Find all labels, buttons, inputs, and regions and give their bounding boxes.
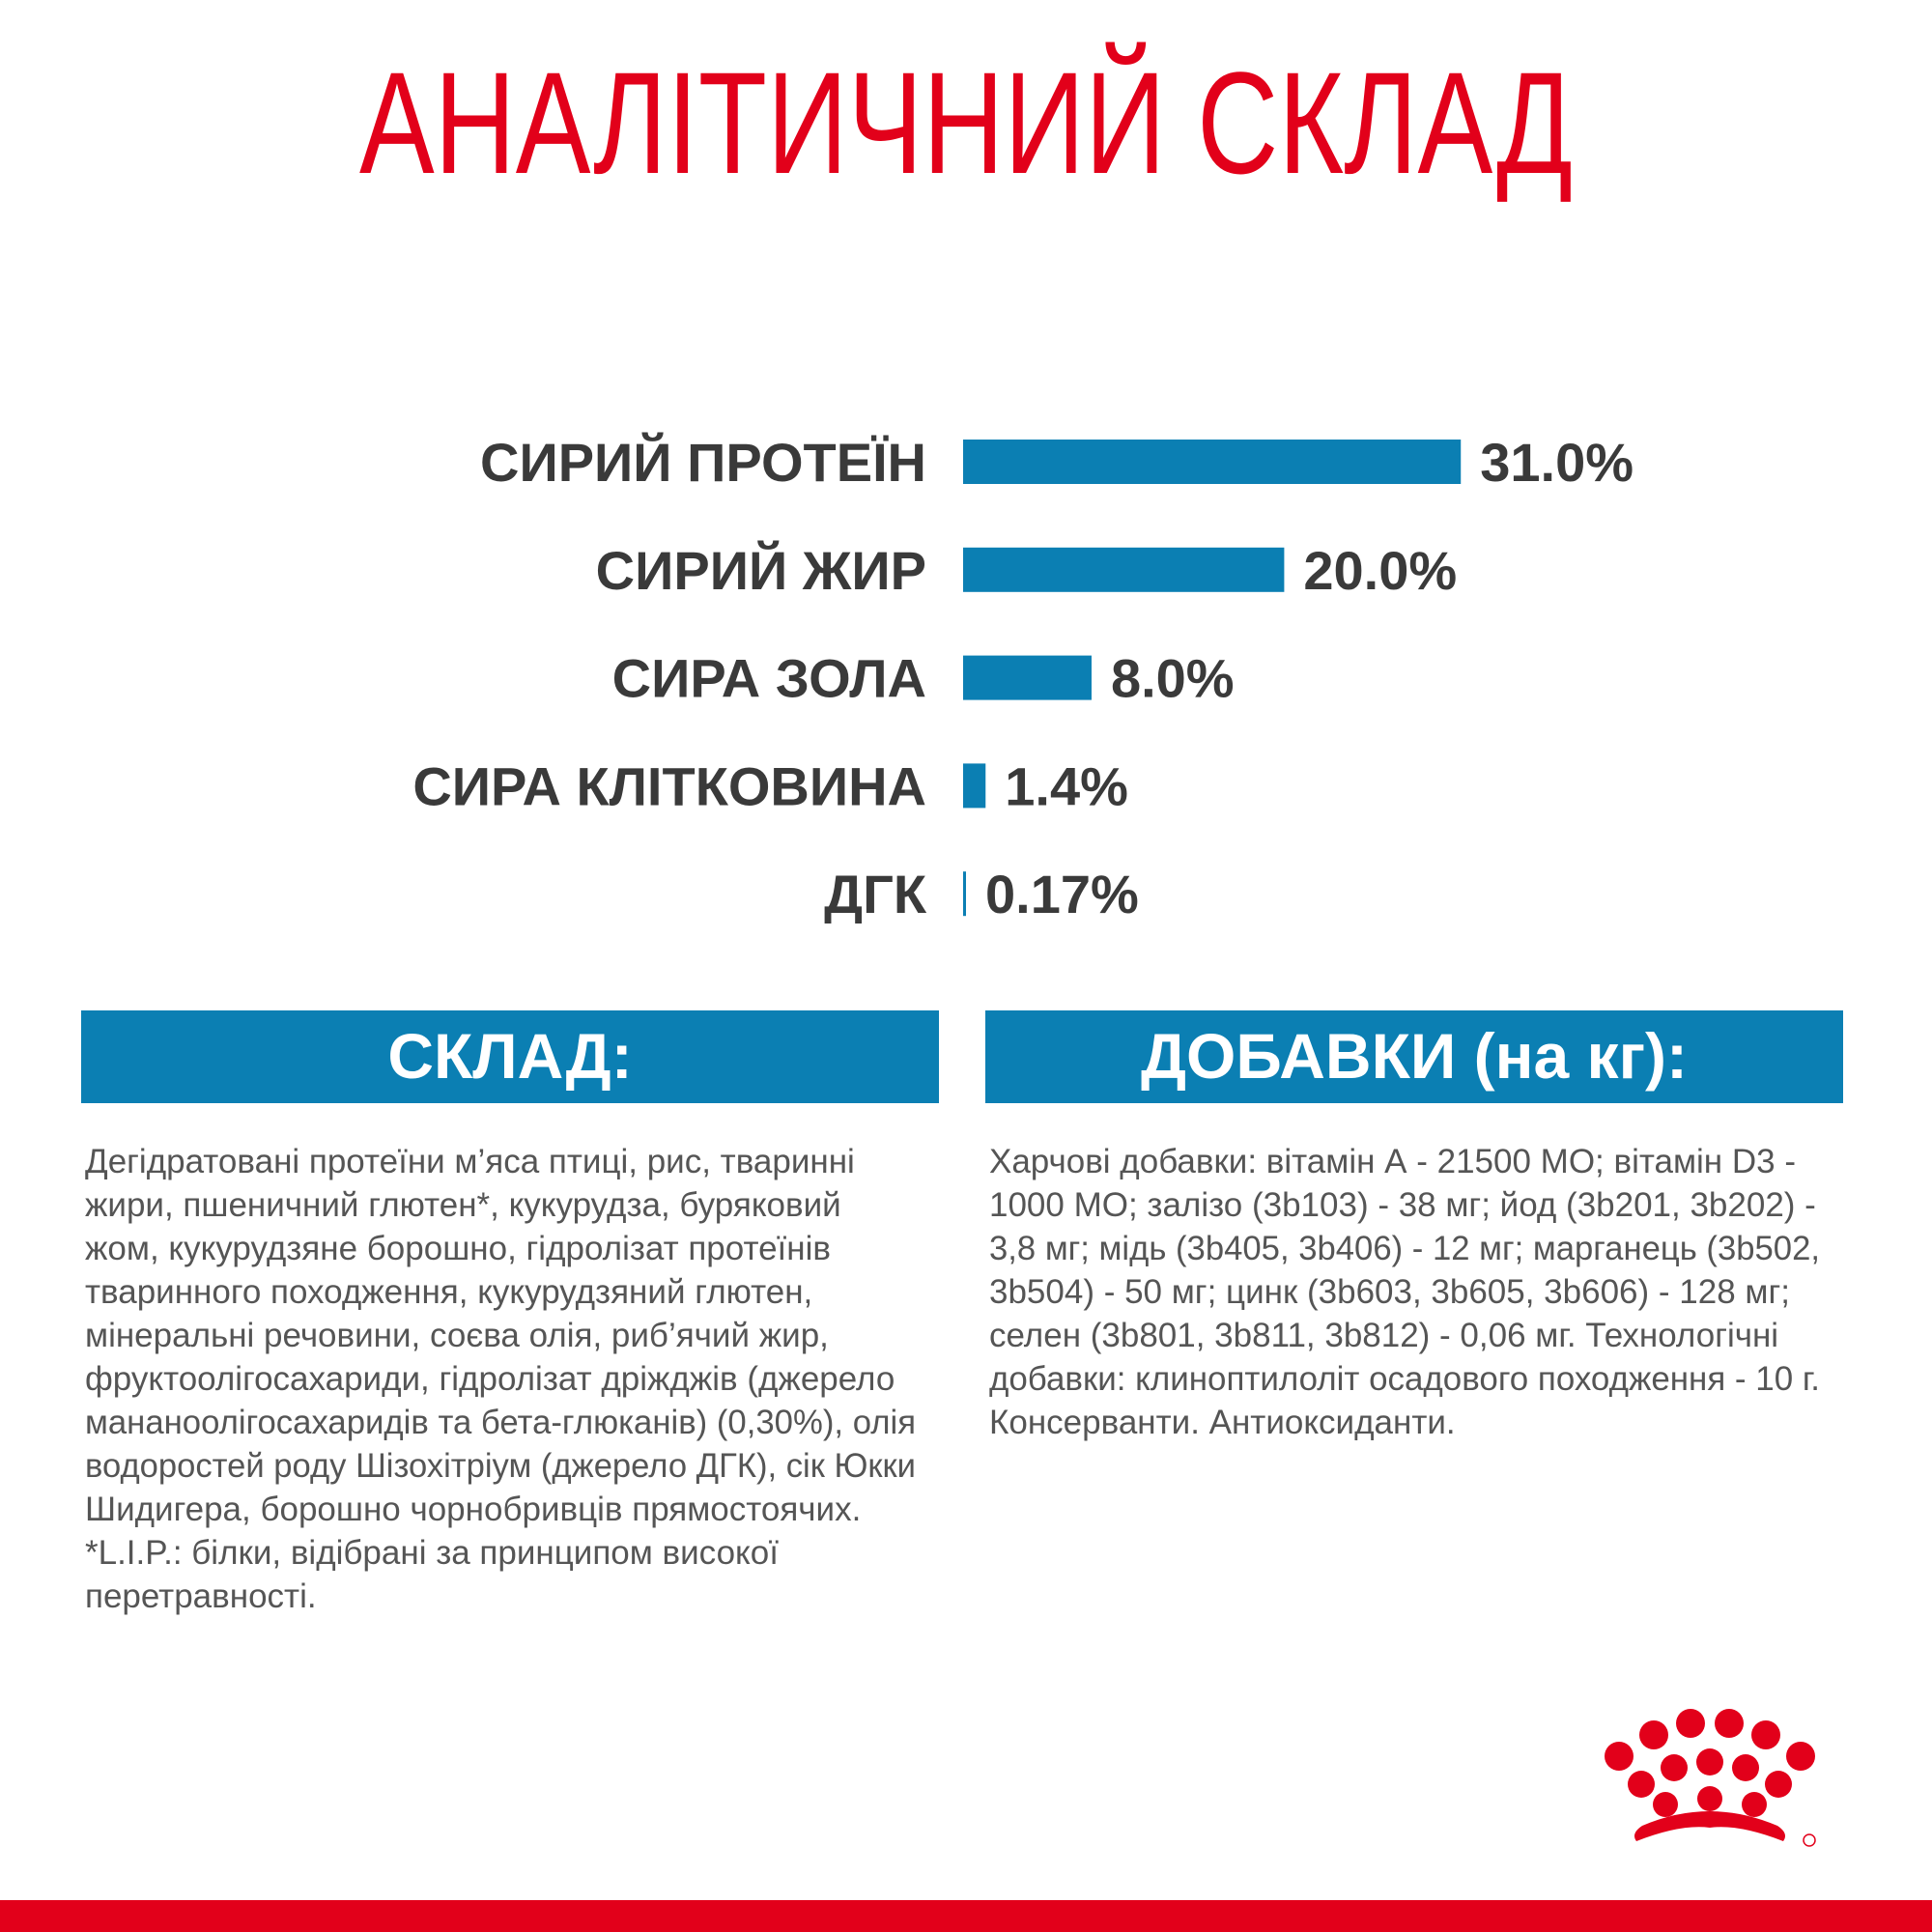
value-label: 1.4% [1005,755,1128,816]
body-text: 3b504) - 50 мг; цинк (3b603, 3b605, 3b60… [989,1273,1790,1311]
body-text: фруктоолігосахариди, гідролізат дріжджів… [85,1360,895,1398]
body-text: добавки: клиноптилоліт осадового походже… [989,1360,1820,1398]
value-label: 20.0% [1303,540,1457,601]
bar [963,871,966,917]
body-text: Дегідратовані протеїни м’яса птиці, рис,… [85,1143,855,1180]
body-text: жири, пшеничний глютен*, кукурудза, буря… [85,1186,841,1224]
body-text: тваринного походження, кукурудзяний глют… [85,1273,812,1311]
bar [963,763,986,809]
category-label: СИРИЙ ЖИР [596,540,926,601]
section-title: СКЛАД: [387,1020,632,1092]
value-label: 0.17% [985,864,1139,924]
body-text: *L.I.P.: білки, відібрані за принципом в… [85,1534,779,1572]
logo [1605,1709,1816,1847]
bar [963,547,1285,592]
value-label: 8.0% [1111,648,1235,709]
section-header-box [81,1010,939,1103]
body-text: перетравності. [85,1577,317,1615]
section-header-box [985,1010,1843,1103]
category-label: ДГК [824,864,927,924]
footer-bar [0,1900,1932,1932]
bar [963,440,1462,484]
body-text: жом, кукурудзяне борошно, гідролізат про… [85,1230,831,1267]
body-text: селен (3b801, 3b811, 3b812) - 0,06 мг. Т… [989,1317,1778,1354]
body-text: мананоолігосахаридів та бета-глюканів) (… [85,1404,916,1441]
body-text: 1000 МО; залізо (3b103) - 38 мг; йод (3b… [989,1186,1816,1224]
body-text: мінеральні речовини, соєва олія, риб’ячи… [85,1317,829,1354]
bar [963,655,1092,700]
body-text: водоростей роду Шізохітріум (джерело ДГК… [85,1447,916,1485]
section-title: ДОБАВКИ (на кг): [1141,1020,1688,1092]
body-text: Харчові добавки: вітамін А - 21500 МО; в… [989,1143,1796,1180]
body-text: Консерванти. Антиоксиданти. [989,1404,1456,1441]
category-label: СИРА ЗОЛА [612,648,926,709]
category-label: СИРИЙ ПРОТЕЇН [480,432,926,493]
body-text: Шидигера, борошно чорнобривців прямостоя… [85,1491,861,1528]
category-label: СИРА КЛІТКОВИНА [412,755,926,816]
chart-title: АНАЛІТИЧНИЙ СКЛАД [359,42,1573,204]
value-label: 31.0% [1480,432,1634,493]
body-text: 3,8 мг; мідь (3b405, 3b406) - 12 мг; мар… [989,1230,1820,1267]
